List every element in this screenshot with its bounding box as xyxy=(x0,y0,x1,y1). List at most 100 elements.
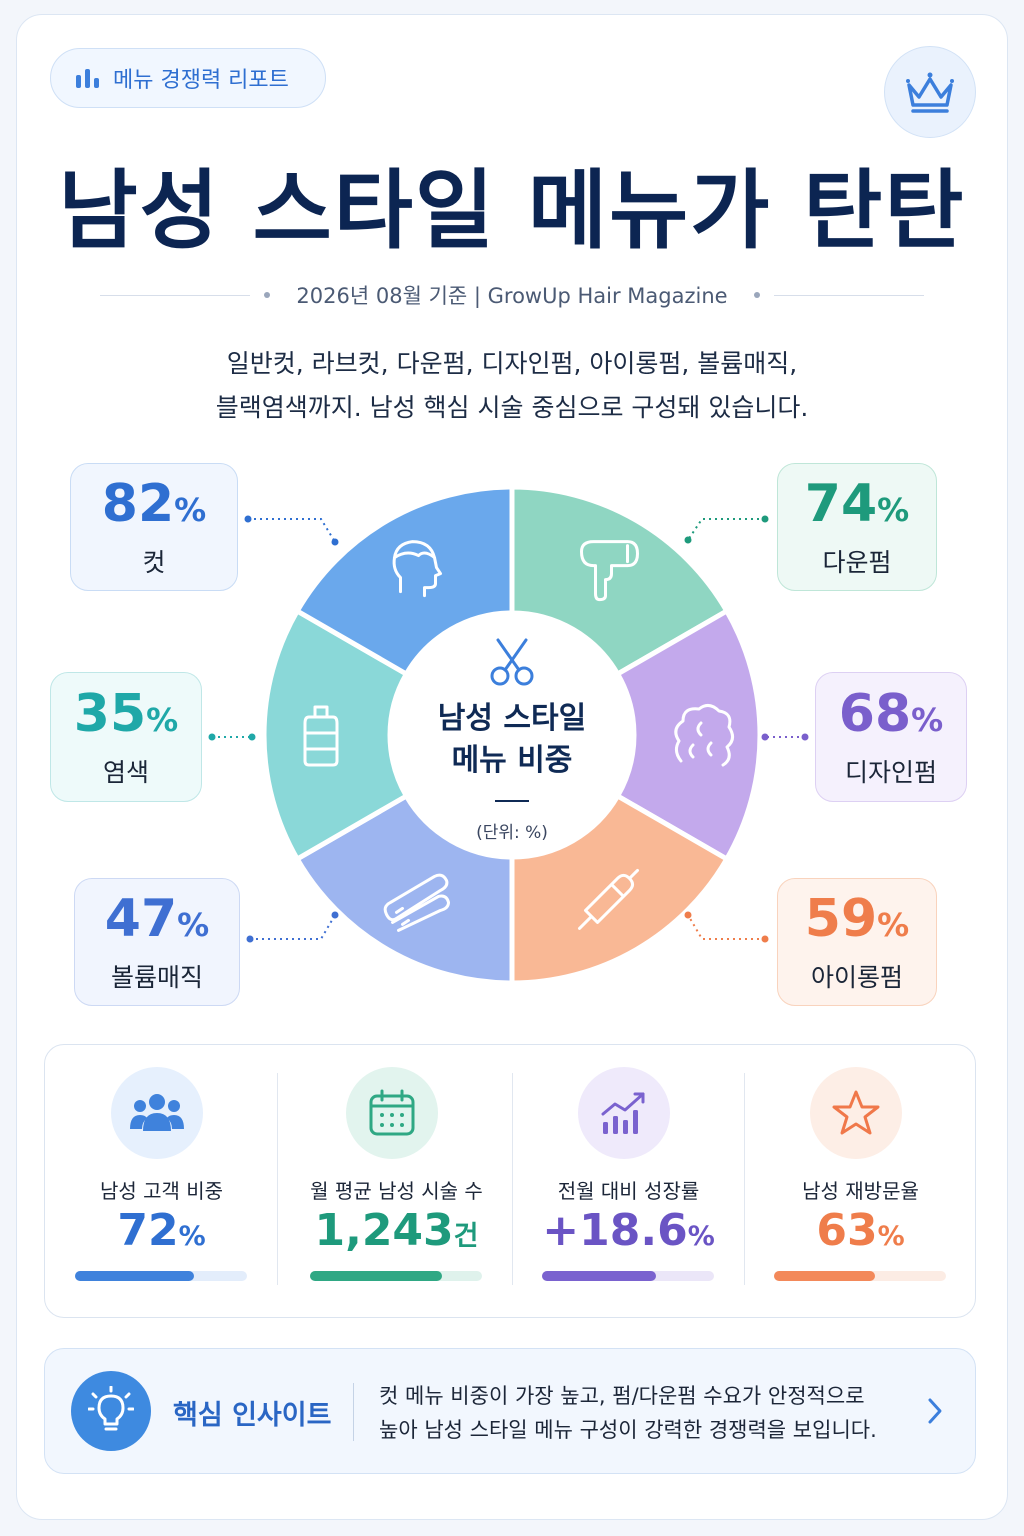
scissors-icon xyxy=(490,638,534,686)
connector-line xyxy=(250,914,336,940)
connector-dot xyxy=(331,538,339,546)
insight-line: 컷 메뉴 비중이 가장 높고, 펌/다운펌 수요가 안정적으로 xyxy=(379,1384,865,1408)
metric-unit: % xyxy=(178,1221,206,1252)
bottle-icon xyxy=(303,705,339,767)
stat-value: 74% xyxy=(805,475,909,539)
stat-box-flat-iron: 47% 볼륨매직 xyxy=(74,878,240,1006)
donut-hole xyxy=(390,613,634,857)
bulb-badge xyxy=(71,1371,151,1451)
metric-unit: % xyxy=(687,1221,715,1252)
menu-share-donut-chart xyxy=(208,487,809,983)
crown-badge xyxy=(884,46,976,138)
chevron-right-icon[interactable] xyxy=(925,1395,945,1427)
metric-icon-badge xyxy=(578,1067,670,1159)
metric-number: +18.6 xyxy=(542,1205,688,1256)
intro-line: 일반컷, 라브컷, 다운펌, 디자인펌, 아이롱펌, 볼륨매직, xyxy=(226,349,798,378)
stat-label: 볼륨매직 xyxy=(110,963,203,992)
badge-label: 메뉴 경쟁력 리포트 xyxy=(113,68,289,93)
metric-icon-badge xyxy=(111,1067,203,1159)
stat-box-curling-iron: 59% 아이롱펌 xyxy=(777,878,937,1006)
stat-percent: % xyxy=(877,906,910,944)
divider xyxy=(773,294,924,296)
star-icon xyxy=(832,1090,880,1135)
stat-number: 82 xyxy=(101,474,175,534)
stat-box-bottle: 35% 염색 xyxy=(50,672,202,802)
chart-title-line: 남성 스타일 xyxy=(437,701,587,736)
subtitle-row: 2026년 08월 기준 | GrowUp Hair Magazine xyxy=(100,280,924,310)
connector-dot xyxy=(761,733,769,741)
stat-label: 다운펌 xyxy=(822,548,892,577)
users-icon xyxy=(130,1094,184,1131)
page-title: 남성 스타일 메뉴가 탄탄 xyxy=(58,161,966,261)
stat-number: 59 xyxy=(804,889,878,949)
connector-line xyxy=(687,914,765,940)
metric-value: +18.6% xyxy=(512,1205,745,1256)
metric-progress-fill xyxy=(542,1271,656,1281)
metric-progress-fill xyxy=(310,1271,443,1281)
hair-dryer-icon xyxy=(580,540,639,602)
metric-label: 전월 대비 성장률 xyxy=(557,1179,700,1203)
metric-progress-fill xyxy=(75,1271,194,1281)
metric-number: 1,243 xyxy=(314,1205,454,1256)
connector-dot xyxy=(801,733,809,741)
crown-icon xyxy=(906,72,954,113)
metric-progress-track xyxy=(542,1271,714,1281)
stat-label: 아이롱펌 xyxy=(810,963,903,992)
metric-number: 63 xyxy=(816,1205,878,1256)
insight-line: 높아 남성 스타일 메뉴 구성이 강력한 경쟁력을 보입니다. xyxy=(379,1418,877,1442)
metric-label: 월 평균 남성 시술 수 xyxy=(310,1179,483,1203)
metric-label: 남성 재방문율 xyxy=(802,1179,919,1203)
chart-unit-note: (단위: %) xyxy=(476,823,548,843)
stat-value: 82% xyxy=(102,475,206,539)
metric-value: 72% xyxy=(45,1205,278,1256)
metric-icon-badge xyxy=(346,1067,438,1159)
metrics-panel: 남성 고객 비중 72% 월 평균 남성 시술 수 1,243건 xyxy=(44,1044,976,1318)
metric-number: 72 xyxy=(117,1205,179,1256)
stat-value: 59% xyxy=(805,890,909,954)
intro-line: 블랙염색까지. 남성 핵심 시술 중심으로 구성돼 있습니다. xyxy=(215,393,809,422)
stat-box-curly-hair: 68% 디자인펌 xyxy=(815,672,967,802)
connector-dot xyxy=(761,515,769,523)
report-badge: 메뉴 경쟁력 리포트 xyxy=(50,48,326,108)
metric-unit: % xyxy=(877,1221,905,1252)
stat-value: 68% xyxy=(839,685,943,749)
stat-value: 35% xyxy=(74,685,178,749)
metric-value: 63% xyxy=(744,1205,977,1256)
growth-chart-icon xyxy=(601,1092,645,1134)
connector-dot xyxy=(761,935,769,943)
connector-dot xyxy=(248,733,256,741)
connector-dot xyxy=(208,733,216,741)
stat-percent: % xyxy=(174,491,207,529)
metric-divider xyxy=(277,1073,278,1285)
divider-dot xyxy=(753,292,760,298)
stat-percent: % xyxy=(911,701,944,739)
metric-progress-track xyxy=(310,1271,482,1281)
insight-divider xyxy=(353,1383,354,1441)
metric-value: 1,243건 xyxy=(280,1205,513,1256)
chart-title-line: 메뉴 비중 xyxy=(451,743,573,778)
calendar-icon xyxy=(369,1089,415,1136)
connector-line xyxy=(687,518,765,541)
metric-monthly-procedures: 월 평균 남성 시술 수 1,243건 xyxy=(280,1045,513,1317)
stat-value: 47% xyxy=(105,890,209,954)
bar-chart-icon xyxy=(76,69,99,88)
stat-percent: % xyxy=(177,906,210,944)
stat-label: 염색 xyxy=(102,758,149,787)
insight-panel[interactable]: 핵심 인사이트 컷 메뉴 비중이 가장 높고, 펌/다운펌 수요가 안정적으로 … xyxy=(44,1348,976,1474)
metric-divider xyxy=(744,1073,745,1285)
metric-progress-track xyxy=(75,1271,247,1281)
metric-growth-rate: 전월 대비 성장률 +18.6% xyxy=(512,1045,745,1317)
chart-center-title: 남성 스타일 메뉴 비중 xyxy=(412,638,612,782)
stat-number: 47 xyxy=(104,889,178,949)
insight-text: 컷 메뉴 비중이 가장 높고, 펌/다운펌 수요가 안정적으로 높아 남성 스타… xyxy=(379,1379,877,1447)
curly-hair-icon xyxy=(674,704,734,767)
insight-title: 핵심 인사이트 xyxy=(173,1400,332,1431)
metric-progress-track xyxy=(774,1271,946,1281)
connector-line xyxy=(248,518,336,543)
metric-progress-fill xyxy=(774,1271,876,1281)
connector-dot xyxy=(684,536,692,544)
stat-percent: % xyxy=(877,491,910,529)
metric-male-customer-share: 남성 고객 비중 72% xyxy=(45,1045,278,1317)
stat-box-head-profile: 82% 컷 xyxy=(70,463,238,591)
metric-divider xyxy=(512,1073,513,1285)
